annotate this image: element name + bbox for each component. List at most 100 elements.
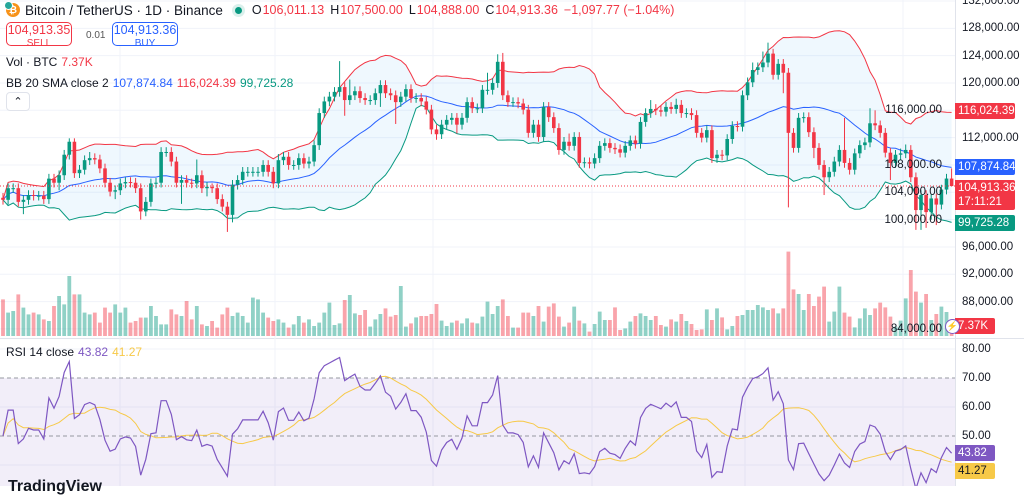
candle-body bbox=[638, 121, 643, 144]
candle-body bbox=[195, 175, 199, 184]
volume-bar bbox=[521, 312, 526, 336]
buy-button[interactable]: 104,913.36 BUY bbox=[112, 22, 178, 49]
volume-bar bbox=[857, 318, 862, 336]
volume-bar bbox=[419, 316, 424, 336]
volume-legend[interactable]: Vol · BTC 7.37K bbox=[6, 55, 93, 69]
candle-body bbox=[93, 158, 97, 160]
candle-body bbox=[16, 188, 21, 202]
candle-body bbox=[230, 184, 235, 215]
volume-bar bbox=[852, 327, 857, 336]
candle-body bbox=[174, 161, 179, 183]
candle-body bbox=[246, 171, 250, 173]
candle-body bbox=[822, 164, 826, 178]
candle-body bbox=[281, 156, 286, 161]
collapse-legend-button[interactable]: ⌃ bbox=[6, 92, 30, 111]
candle-body bbox=[796, 117, 801, 148]
candle-body bbox=[42, 195, 46, 200]
volume-bar bbox=[490, 314, 495, 336]
tradingview-logo[interactable]: TradingView bbox=[8, 478, 102, 495]
candle-body bbox=[57, 175, 61, 183]
candle-body bbox=[291, 164, 296, 166]
candle-body bbox=[378, 85, 383, 94]
candle-body bbox=[363, 98, 367, 101]
candle-body bbox=[307, 161, 311, 164]
candle-body bbox=[205, 186, 209, 189]
volume-bar bbox=[11, 311, 16, 336]
candle-body bbox=[842, 149, 847, 163]
volume-bar bbox=[429, 314, 434, 336]
candle-body bbox=[342, 87, 347, 101]
candle-body bbox=[791, 132, 796, 148]
volume-bar bbox=[516, 327, 520, 336]
bollinger-band-fill bbox=[3, 30, 952, 223]
candle-body bbox=[353, 91, 357, 96]
candle-body bbox=[169, 151, 174, 162]
candle-body bbox=[108, 182, 112, 192]
candle-body bbox=[914, 177, 918, 211]
candle-body bbox=[82, 160, 87, 170]
volume-bar bbox=[424, 316, 429, 336]
volume-bar bbox=[786, 251, 791, 336]
volume-bar bbox=[337, 323, 342, 336]
candle-body bbox=[557, 128, 561, 150]
candle-body bbox=[475, 108, 480, 110]
candle-body bbox=[67, 141, 72, 155]
volume-bar bbox=[638, 313, 643, 336]
candle-body bbox=[383, 85, 388, 94]
volume-bar bbox=[541, 321, 546, 336]
volume-bar bbox=[200, 324, 204, 336]
market-open-dot-icon bbox=[234, 6, 242, 14]
volume-bar bbox=[903, 298, 908, 336]
volume-bar bbox=[189, 319, 194, 336]
candle-body bbox=[817, 147, 821, 165]
bb-lower-badge: 99,725.28 bbox=[955, 215, 1015, 231]
volume-bar bbox=[62, 304, 67, 336]
candle-body bbox=[699, 132, 704, 138]
volume-bar bbox=[225, 307, 230, 336]
volume-bar bbox=[378, 314, 383, 336]
volume-bar bbox=[863, 308, 867, 336]
volume-bar bbox=[648, 320, 653, 336]
volume-bar bbox=[47, 321, 51, 336]
candle-body bbox=[669, 106, 673, 109]
volume-bar bbox=[398, 286, 403, 336]
candle-body bbox=[781, 63, 786, 73]
price-tick-label: 84,000.00 bbox=[890, 322, 942, 335]
volume-bar bbox=[302, 322, 306, 336]
volume-bar bbox=[455, 320, 459, 336]
volume-bar bbox=[919, 302, 923, 336]
volume-bar bbox=[536, 306, 541, 336]
candle-body bbox=[312, 145, 316, 162]
candle-body bbox=[863, 142, 867, 146]
price-tick-label: 128,000.00 bbox=[962, 22, 1020, 35]
volume-bar bbox=[154, 316, 158, 336]
candle-body bbox=[225, 206, 230, 215]
candle-body bbox=[628, 140, 633, 146]
volume-bar bbox=[832, 311, 837, 336]
rsi-band-fill bbox=[0, 378, 955, 486]
volume-bar bbox=[82, 312, 87, 336]
candle-body bbox=[720, 154, 724, 156]
volume-bar bbox=[868, 315, 872, 336]
rsi-legend[interactable]: RSI 14 close 43.82 41.27 bbox=[6, 345, 143, 359]
candle-body bbox=[200, 175, 204, 189]
volume-bar bbox=[358, 315, 362, 336]
open-value: O106,011.13 bbox=[251, 3, 325, 17]
volume-bar bbox=[342, 300, 347, 336]
sell-button[interactable]: 104,913.35 SELL bbox=[6, 22, 72, 49]
candle-body bbox=[337, 87, 342, 92]
candle-body bbox=[740, 95, 745, 127]
volume-bar bbox=[674, 321, 679, 336]
volume-bar bbox=[633, 316, 638, 336]
candle-body bbox=[618, 149, 622, 153]
candle-body bbox=[189, 182, 194, 184]
lightning-icon[interactable]: ⚡ bbox=[945, 319, 960, 334]
candle-body bbox=[276, 160, 281, 184]
symbol-title[interactable]: Bitcoin / TetherUS · 1D · Binance bbox=[25, 2, 223, 18]
price-chart[interactable] bbox=[0, 0, 1024, 486]
bollinger-legend[interactable]: BB 20 SMA close 2 107,874.84 116,024.39 99,… bbox=[6, 76, 294, 90]
close-value: C104,913.36 bbox=[485, 3, 558, 17]
volume-bar bbox=[353, 313, 357, 336]
candle-body bbox=[597, 145, 602, 159]
candle-body bbox=[613, 147, 617, 150]
